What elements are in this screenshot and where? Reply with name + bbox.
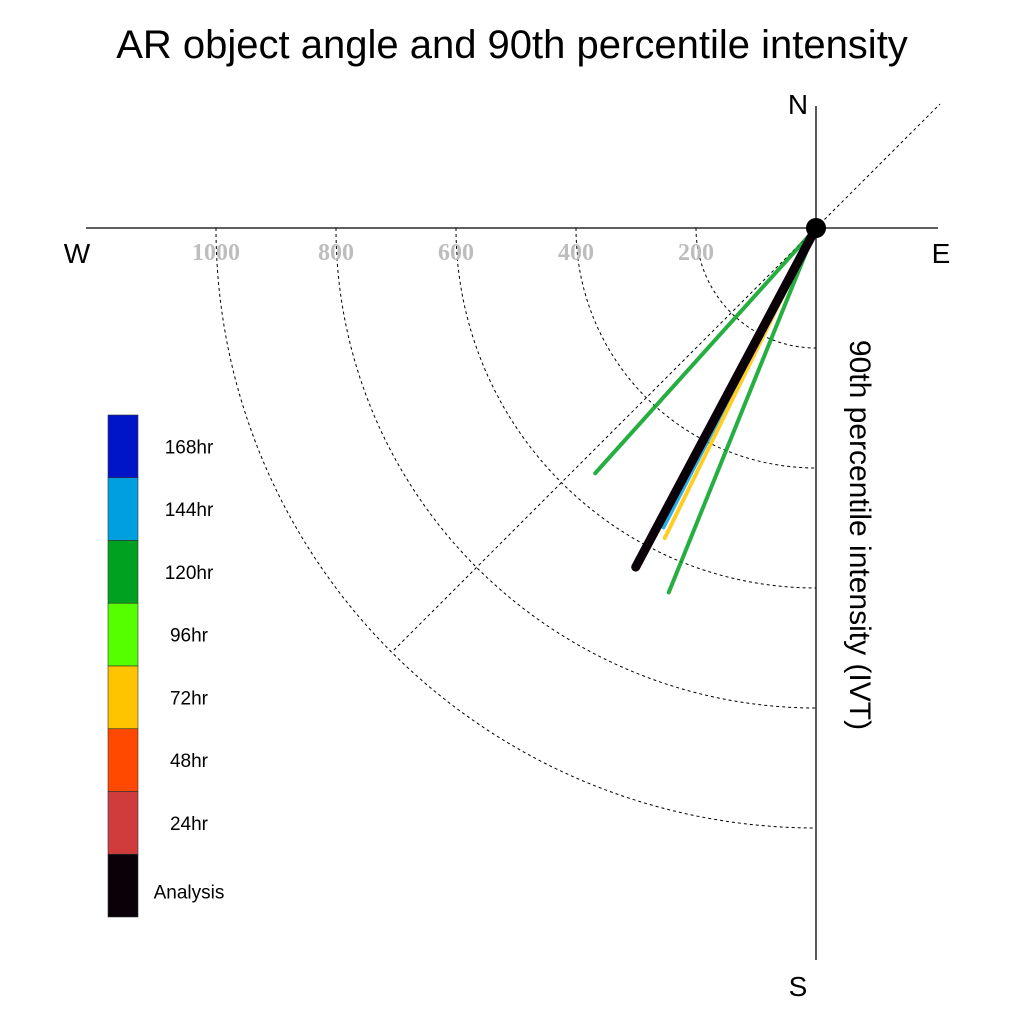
legend-swatch-144hr <box>107 477 139 541</box>
grid-arc-200 <box>695 227 817 349</box>
legend-swatch-120hr <box>107 540 139 604</box>
tick-label-400: 400 <box>558 240 594 266</box>
east-label: E <box>932 238 951 269</box>
legend-label-24hr: 24hr <box>170 814 209 835</box>
legend-swatch-168hr <box>107 414 139 479</box>
tick-label-800: 800 <box>318 240 354 266</box>
grid-arc-600 <box>455 227 817 589</box>
vector-analysis <box>631 223 821 572</box>
chart-title: AR object angle and 90th percentile inte… <box>116 23 908 67</box>
polar-grid <box>215 227 817 829</box>
legend-swatch-24hr <box>107 791 139 855</box>
vector-series <box>593 223 821 595</box>
west-label: W <box>64 238 91 269</box>
radial-axis-label: 90th percentile intensity (IVT) <box>843 340 876 730</box>
legend-swatch-analysis <box>107 853 139 918</box>
vector-120hr <box>666 226 818 595</box>
tick-label-200: 200 <box>678 240 714 266</box>
legend-label-96hr: 96hr <box>170 626 209 647</box>
origin-marker <box>806 218 826 238</box>
legend-label-120hr: 120hr <box>165 563 214 584</box>
legend-label-72hr: 72hr <box>170 688 209 709</box>
tick-label-1000: 1000 <box>192 240 240 266</box>
grid-arc-1000 <box>215 227 817 829</box>
south-label: S <box>789 971 808 1002</box>
legend: 168hr 144hr 120hr 96hr 72hr 48hr 24hr Analysis <box>107 414 225 918</box>
vector-120hr <box>593 226 818 476</box>
legend-swatch-72hr <box>107 665 139 730</box>
diagonal-guide-upper <box>815 103 941 229</box>
legend-label-168hr: 168hr <box>165 437 214 458</box>
legend-label-48hr: 48hr <box>170 751 209 772</box>
legend-label-analysis: Analysis <box>154 883 225 904</box>
north-label: N <box>788 89 808 120</box>
diagonal-guide-lower <box>391 227 817 653</box>
tick-label-600: 600 <box>438 240 474 266</box>
legend-swatch-96hr <box>107 602 139 667</box>
legend-label-144hr: 144hr <box>165 500 214 521</box>
legend-swatch-48hr <box>107 728 139 792</box>
radial-tick-labels: 200 400 600 800 1000 <box>192 240 714 266</box>
